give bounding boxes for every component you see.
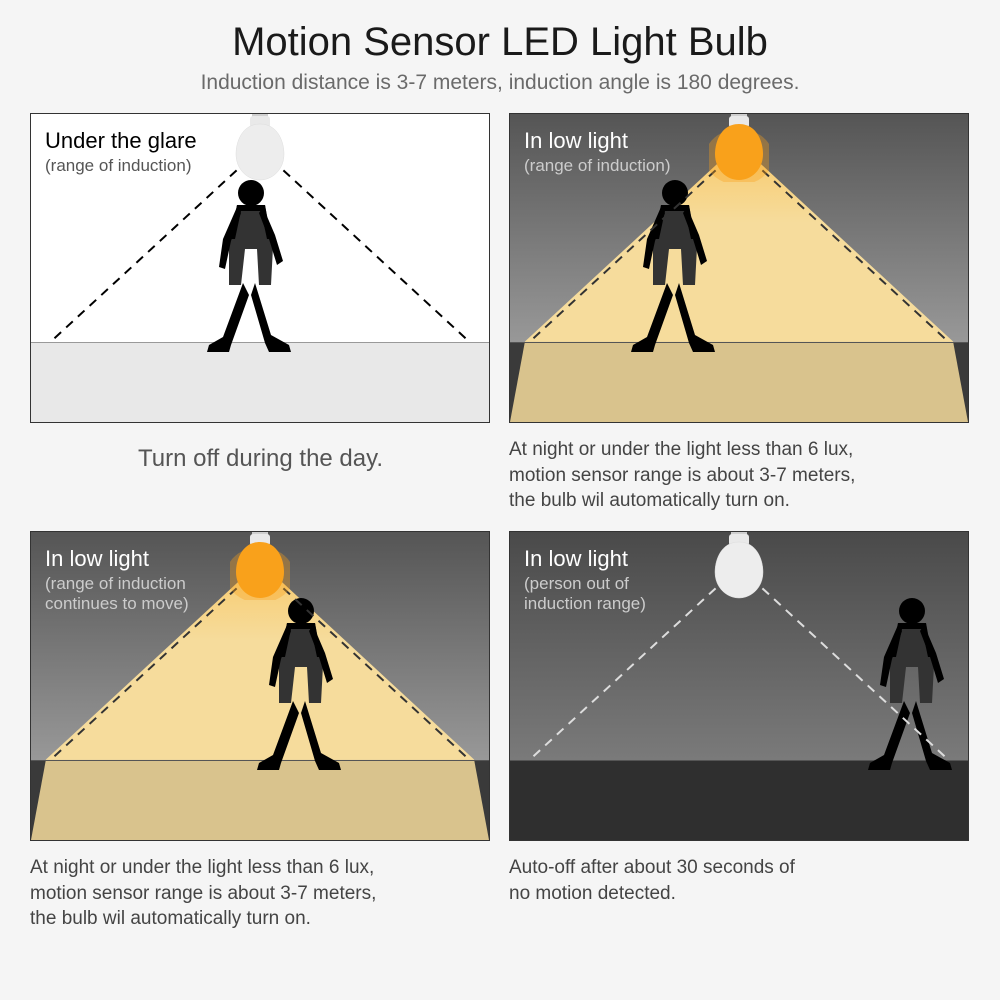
person-icon [201, 177, 296, 352]
bulb-off-icon [230, 113, 290, 182]
panel-label-sub: (range of induction) [45, 156, 197, 176]
panel-label-sub: (range of induction continues to move) [45, 574, 189, 615]
person-icon [862, 595, 957, 770]
scene-panel: In low light(range of induction) [509, 113, 969, 423]
page-title: Motion Sensor LED Light Bulb [232, 20, 768, 65]
bulb-on-icon [709, 113, 769, 182]
scene-panel: In low light(range of induction continue… [30, 531, 490, 841]
panel-label: In low light(person out of induction ran… [524, 546, 646, 615]
bulb-on-icon [230, 531, 290, 600]
panel-label: In low light(range of induction continue… [45, 546, 189, 615]
page-subtitle: Induction distance is 3-7 meters, induct… [201, 71, 800, 95]
panel-label-title: In low light [524, 546, 646, 572]
panel-label-title: In low light [45, 546, 189, 572]
panel-label-title: In low light [524, 128, 670, 154]
bulb-off-icon [709, 531, 769, 600]
panel-caption: At night or under the light less than 6 … [30, 855, 491, 935]
panel-caption: At night or under the light less than 6 … [509, 437, 970, 517]
panel-cell: In low light(range of induction continue… [30, 531, 491, 935]
panel-grid: Under the glare(range of induction)Turn … [30, 113, 970, 935]
panel-cell: Under the glare(range of induction) Turn … [30, 113, 491, 517]
panel-cell: In low light(range of induction) At night… [509, 113, 970, 517]
person-icon [625, 177, 720, 352]
scene-panel: Under the glare(range of induction) [30, 113, 490, 423]
panel-cell: In low light(person out of induction ran… [509, 531, 970, 935]
scene-panel: In low light(person out of induction ran… [509, 531, 969, 841]
panel-caption: Turn off during the day. [30, 437, 491, 517]
panel-label-title: Under the glare [45, 128, 197, 154]
panel-label-sub: (person out of induction range) [524, 574, 646, 615]
panel-label: Under the glare(range of induction) [45, 128, 197, 176]
panel-label: In low light(range of induction) [524, 128, 670, 176]
person-icon [251, 595, 346, 770]
panel-label-sub: (range of induction) [524, 156, 670, 176]
panel-caption: Auto-off after about 30 seconds of no mo… [509, 855, 970, 935]
